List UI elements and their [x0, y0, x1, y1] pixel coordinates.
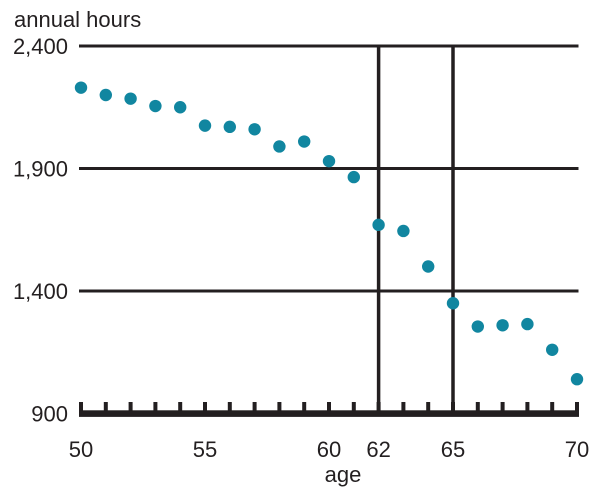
y-tick-label: 2,400: [13, 34, 68, 59]
data-point: [372, 218, 385, 232]
data-point: [521, 317, 534, 331]
x-tick: [327, 402, 331, 411]
data-point: [223, 120, 236, 134]
x-tick-label: 50: [69, 437, 93, 462]
x-tick: [451, 402, 455, 411]
x-tick: [103, 402, 108, 411]
x-tick: [500, 402, 505, 411]
data-point: [198, 119, 212, 132]
x-tick: [475, 402, 480, 411]
x-tick-label: 55: [193, 437, 217, 462]
data-point: [99, 88, 113, 102]
x-tick-label: 65: [441, 437, 465, 462]
y-tick-label: 1,400: [13, 279, 68, 304]
x-tick: [550, 402, 555, 411]
x-tick-label: 62: [366, 437, 390, 462]
x-tick: [128, 402, 133, 411]
data-point: [273, 140, 286, 153]
x-tick: [426, 402, 431, 411]
x-tick: [252, 402, 257, 411]
x-tick: [525, 402, 530, 411]
x-axis-line: [79, 410, 579, 417]
y-gridline: [79, 289, 579, 293]
data-point: [174, 101, 187, 114]
x-tick: [401, 402, 406, 411]
y-tick-label: 1,900: [13, 157, 68, 182]
data-point: [124, 92, 137, 105]
data-point: [248, 123, 261, 136]
x-tick: [351, 402, 356, 411]
data-point: [347, 170, 360, 184]
y-gridline: [79, 167, 579, 170]
x-tick-label: 70: [565, 437, 589, 462]
x-tick: [376, 402, 381, 411]
x-axis-label: age: [324, 462, 362, 487]
data-point: [74, 81, 88, 94]
x-tick: [178, 402, 183, 411]
x-tick: [277, 402, 282, 411]
data-point: [422, 260, 435, 273]
x-tick: [227, 402, 232, 411]
chart-title: annual hours: [14, 7, 142, 32]
y-gridline: [79, 44, 579, 48]
x-tick: [153, 402, 158, 411]
data-point: [298, 135, 311, 148]
x-tick: [203, 402, 207, 411]
data-point: [496, 319, 509, 332]
x-tick: [302, 402, 307, 411]
reference-line-age-65: [451, 44, 455, 416]
data-point: [446, 297, 460, 310]
data-point: [471, 320, 484, 333]
data-point: [149, 99, 162, 113]
x-tick: [575, 402, 579, 411]
y-tick-label: 900: [31, 402, 68, 427]
data-point: [546, 343, 559, 356]
data-point: [322, 154, 336, 168]
x-tick: [79, 402, 83, 411]
x-tick-label: 60: [317, 437, 341, 462]
data-point: [397, 224, 410, 238]
data-point: [570, 373, 584, 386]
